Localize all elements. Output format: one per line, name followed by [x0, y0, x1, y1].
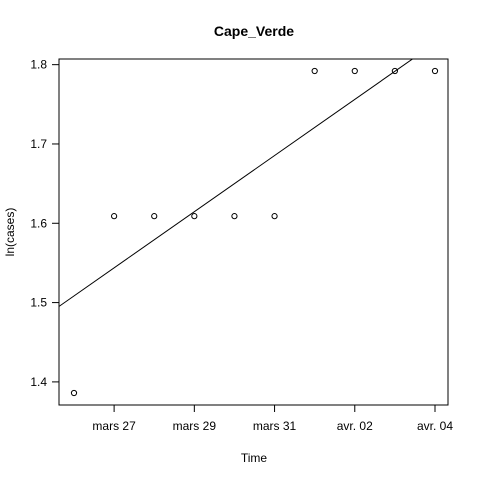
data-point [111, 213, 118, 220]
data-point [151, 213, 158, 220]
data-point [191, 213, 198, 220]
data-point [431, 67, 439, 75]
y-tick-label: 1.6 [30, 216, 47, 230]
chart-title: Cape_Verde [214, 23, 294, 39]
plot-frame [58, 58, 449, 406]
regression-line [59, 59, 414, 308]
y-axis-label: ln(cases) [3, 208, 17, 257]
x-axis: mars 27 mars 29 mars 31 avr. 02 avr. 04 [92, 404, 453, 433]
plot-area [59, 59, 439, 397]
x-axis-label: Time [241, 451, 268, 465]
y-tick-label: 1.7 [30, 137, 47, 151]
y-tick-label: 1.8 [30, 58, 47, 72]
data-point [311, 67, 318, 75]
data-point [391, 67, 398, 75]
x-tick-label: avr. 02 [337, 419, 373, 433]
x-tick-label: mars 29 [173, 419, 217, 433]
data-point [271, 213, 278, 220]
data-point [351, 67, 358, 75]
data-point [70, 389, 78, 397]
y-tick-label: 1.4 [30, 375, 47, 389]
x-tick-label: mars 27 [92, 419, 136, 433]
x-tick-label: mars 31 [253, 419, 297, 433]
y-axis: 1.4 1.5 1.6 1.7 1.8 [30, 58, 60, 389]
x-tick-label: avr. 04 [417, 419, 453, 433]
data-point [231, 213, 238, 220]
y-tick-label: 1.5 [30, 296, 47, 310]
